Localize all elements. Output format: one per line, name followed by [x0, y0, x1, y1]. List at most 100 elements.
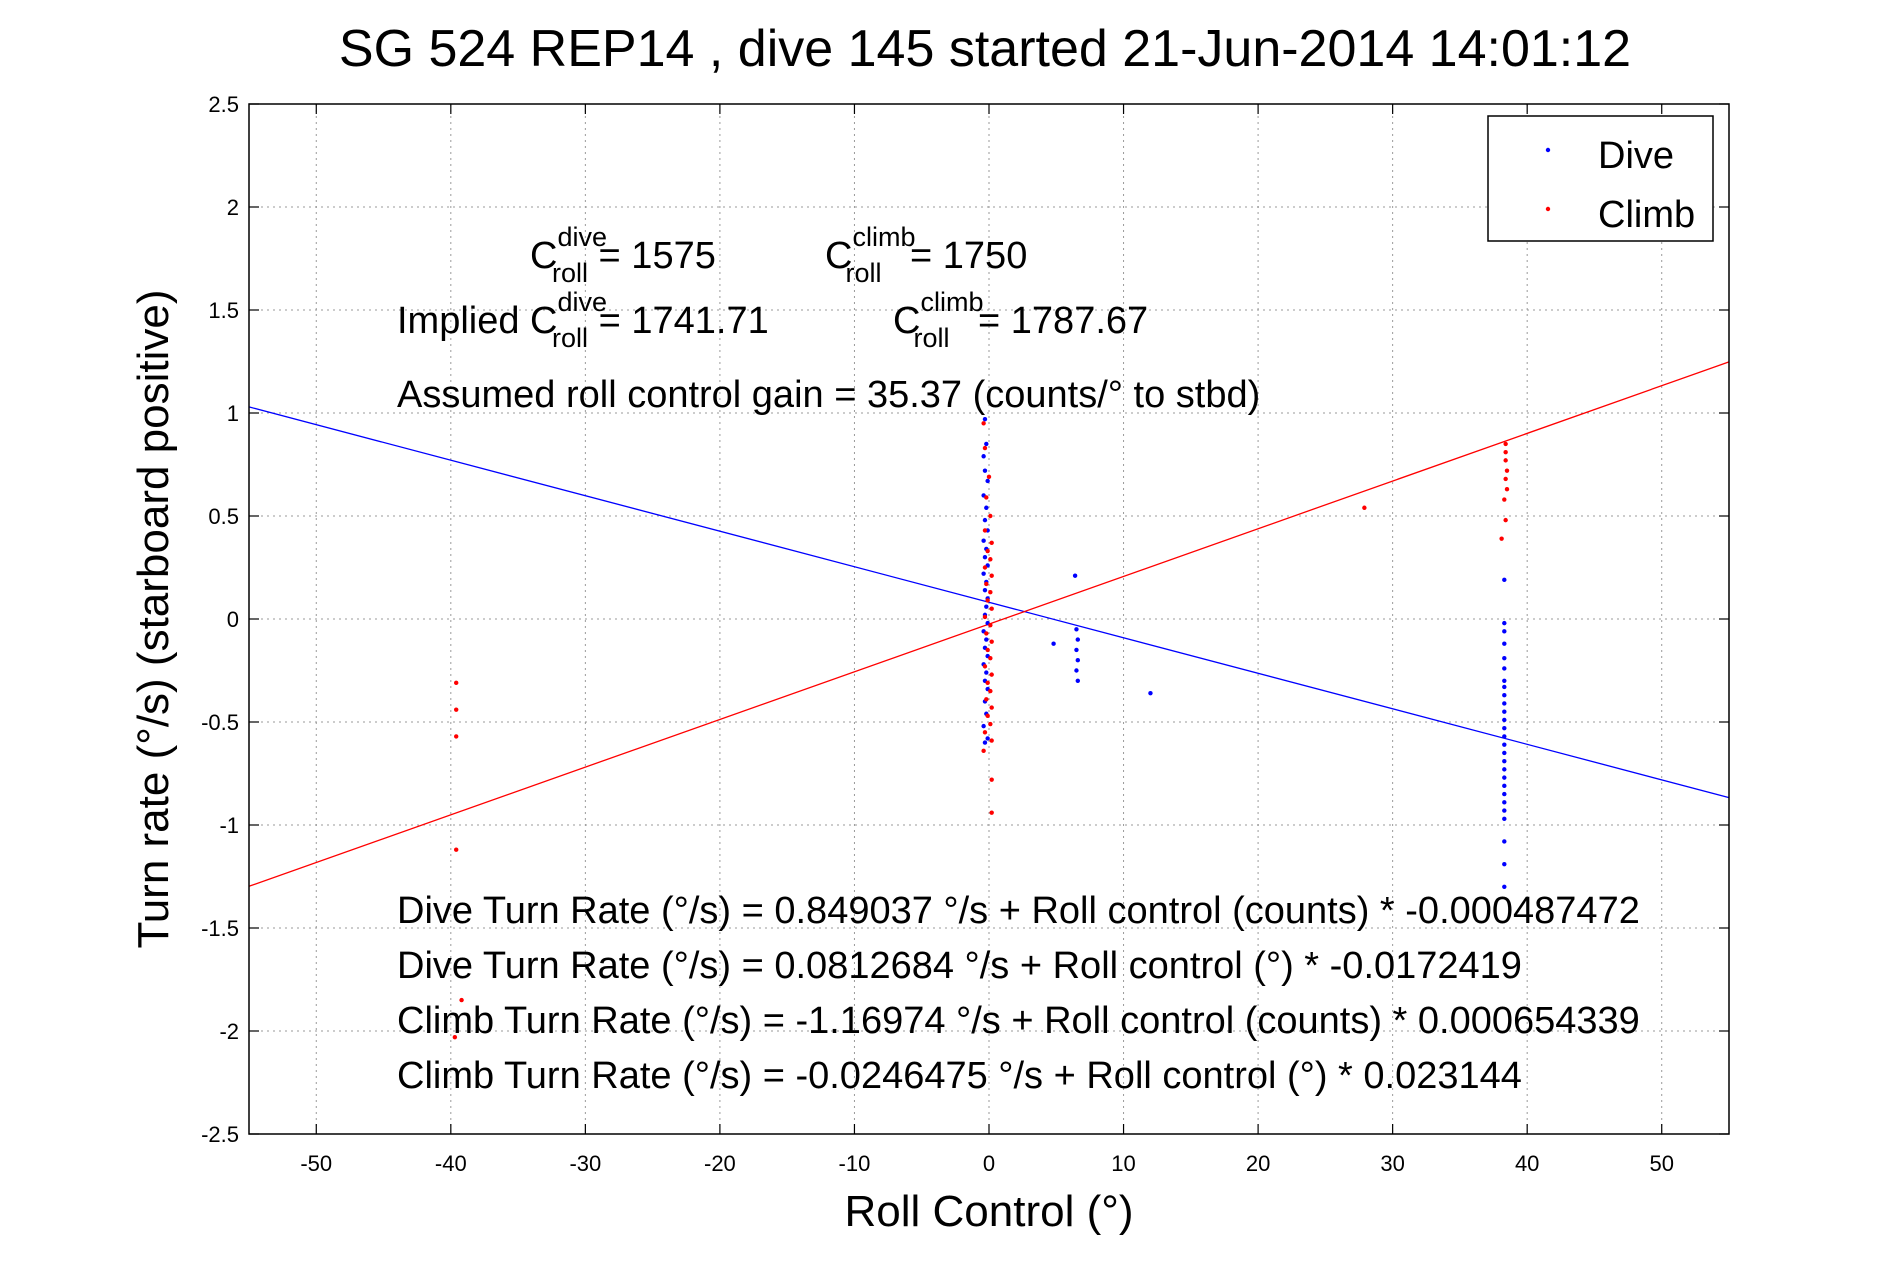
- data-point-dive: [1502, 775, 1507, 780]
- data-point-dive: [1075, 637, 1081, 642]
- data-point-dive: [1502, 678, 1507, 683]
- data-point-climb: [981, 748, 986, 754]
- x-tick-label: -50: [300, 1151, 332, 1176]
- data-point-dive: [1502, 816, 1507, 822]
- data-point-dive: [1502, 655, 1507, 661]
- data-point-dive: [1502, 717, 1507, 723]
- x-tick-label: 10: [1111, 1151, 1135, 1176]
- data-point-climb: [989, 639, 994, 644]
- legend-label-dive: Dive: [1598, 135, 1674, 177]
- x-tick-label: -20: [704, 1151, 736, 1176]
- data-point-dive: [1502, 839, 1507, 844]
- data-point-climb: [984, 495, 989, 500]
- data-point-climb: [982, 565, 988, 570]
- data-point-dive: [982, 416, 988, 422]
- x-tick-label: 50: [1649, 1151, 1673, 1176]
- data-point-dive: [1075, 658, 1081, 663]
- data-point-climb: [985, 647, 990, 653]
- data-point-dive: [1502, 709, 1507, 714]
- data-point-dive: [1074, 647, 1079, 653]
- legend-marker-dive: [1545, 147, 1551, 153]
- data-point-dive: [982, 587, 988, 593]
- data-point-climb: [1503, 458, 1508, 463]
- data-point-dive: [1502, 791, 1507, 797]
- data-point-dive: [984, 604, 989, 609]
- data-point-climb: [1503, 517, 1508, 523]
- y-tick-label: -2: [219, 1019, 239, 1044]
- data-point-climb: [984, 631, 989, 636]
- data-point-dive: [981, 454, 986, 459]
- data-point-climb: [982, 614, 988, 620]
- data-point-dive: [1502, 693, 1507, 698]
- data-point-climb: [985, 598, 990, 603]
- data-point-climb: [454, 847, 459, 852]
- data-point-climb: [459, 997, 464, 1003]
- data-point-dive: [1502, 783, 1507, 789]
- data-point-climb: [989, 573, 994, 578]
- data-point-dive: [985, 478, 990, 484]
- data-point-climb: [985, 680, 990, 686]
- data-point-climb: [989, 810, 994, 815]
- fit-line-dive: [248, 406, 1730, 799]
- data-point-climb: [988, 557, 993, 562]
- data-point-climb: [982, 664, 988, 669]
- data-point-dive: [1502, 742, 1507, 747]
- data-point-dive: [1502, 758, 1507, 764]
- data-point-dive: [1502, 750, 1507, 756]
- data-point-dive: [1502, 767, 1507, 772]
- data-point-dive: [1502, 666, 1507, 671]
- data-points: [452, 416, 1510, 1040]
- data-point-dive: [1502, 620, 1507, 626]
- data-point-dive: [1502, 684, 1507, 690]
- y-tick-label: 2: [227, 195, 239, 220]
- x-tick-label: -10: [839, 1151, 871, 1176]
- data-point-climb: [982, 445, 988, 451]
- data-point-climb: [989, 672, 994, 677]
- data-point-dive: [1074, 627, 1079, 632]
- x-axis-label: Roll Control (°): [845, 1187, 1134, 1236]
- chart-title: SG 524 REP14 , dive 145 started 21-Jun-2…: [339, 20, 1631, 78]
- data-point-dive: [1074, 668, 1079, 673]
- data-point-climb: [988, 721, 993, 727]
- data-point-dive: [982, 740, 988, 745]
- data-point-dive: [981, 538, 986, 543]
- data-point-dive: [1075, 678, 1081, 683]
- data-point-climb: [989, 540, 994, 545]
- legend-marker-climb: [1545, 206, 1551, 212]
- data-point-dive: [1072, 573, 1078, 578]
- implied-climb-annotation: Cclimb roll = 1787.67: [893, 287, 1148, 353]
- y-tick-label: -1.5: [201, 916, 239, 941]
- x-tick-label: 40: [1515, 1151, 1539, 1176]
- legend: Dive Climb: [1487, 115, 1714, 242]
- data-point-climb: [988, 655, 993, 661]
- legend-label-climb: Climb: [1598, 194, 1695, 236]
- implied-dive-annotation: Implied Cdive roll = 1741.71: [397, 287, 769, 353]
- data-point-dive: [1148, 690, 1153, 696]
- data-point-climb: [988, 513, 993, 519]
- data-point-climb: [452, 1034, 458, 1040]
- data-point-dive: [1502, 577, 1507, 583]
- data-point-climb: [1503, 476, 1508, 482]
- data-point-dive: [1502, 701, 1507, 706]
- data-point-dive: [985, 736, 990, 741]
- y-tick-label: 1: [227, 401, 239, 426]
- data-point-climb: [984, 697, 989, 702]
- y-tick-label: 1.5: [208, 298, 239, 323]
- data-point-climb: [1504, 468, 1510, 473]
- data-point-climb: [1503, 449, 1508, 455]
- x-tick-label: 30: [1380, 1151, 1404, 1176]
- data-point-dive: [984, 441, 989, 447]
- y-tick-label: -0.5: [201, 710, 239, 735]
- x-tick-label: 0: [983, 1151, 995, 1176]
- x-tick-label: 20: [1246, 1151, 1270, 1176]
- data-point-dive: [981, 571, 986, 576]
- data-point-climb: [985, 713, 990, 719]
- equation-climb-counts: Climb Turn Rate (°/s) = -1.16974 °/s + R…: [397, 1000, 1640, 1042]
- y-tick-label: 0.5: [208, 504, 239, 529]
- data-point-climb: [982, 528, 988, 533]
- data-point-dive: [1502, 734, 1507, 739]
- data-point-climb: [989, 738, 994, 743]
- data-point-climb: [1502, 497, 1507, 502]
- y-tick-label: 0: [227, 607, 239, 632]
